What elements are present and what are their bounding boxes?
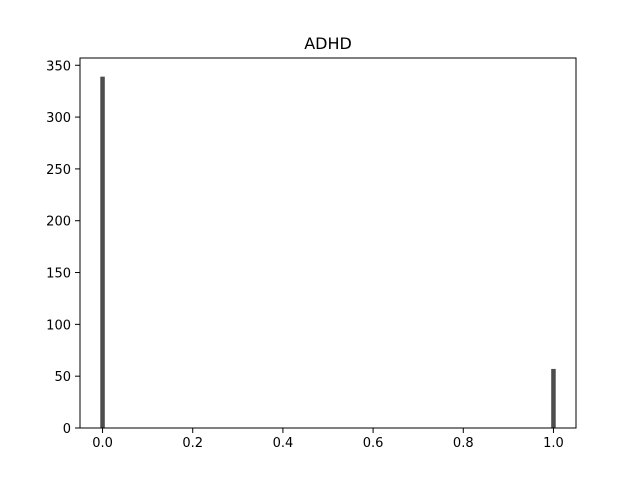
- y-axis: 0 50 100 150 200 250 300 350: [46, 59, 80, 437]
- x-tick-label: 0.2: [182, 436, 203, 451]
- x-tick-label: 0.6: [363, 436, 384, 451]
- y-tick-label: 50: [54, 370, 71, 385]
- plot-frame: [79, 57, 577, 429]
- x-tick-label: 0.8: [453, 436, 474, 451]
- y-tick-label: 150: [46, 267, 71, 282]
- bar: [100, 76, 105, 429]
- y-tick-label: 300: [46, 111, 71, 126]
- bars: [100, 76, 556, 429]
- y-tick-label: 200: [46, 215, 71, 230]
- y-tick-label: 350: [46, 59, 71, 74]
- x-tick-label: 0.0: [92, 436, 113, 451]
- y-tick-label: 0: [63, 422, 71, 437]
- x-tick-label: 0.4: [273, 436, 294, 451]
- y-tick-label: 100: [46, 318, 71, 333]
- bar: [551, 368, 556, 428]
- chart-title: ADHD: [304, 34, 352, 53]
- y-tick-label: 250: [46, 163, 71, 178]
- x-tick-label: 1.0: [543, 436, 564, 451]
- x-axis: 0.0 0.2 0.4 0.6 0.8 1.0: [92, 428, 564, 451]
